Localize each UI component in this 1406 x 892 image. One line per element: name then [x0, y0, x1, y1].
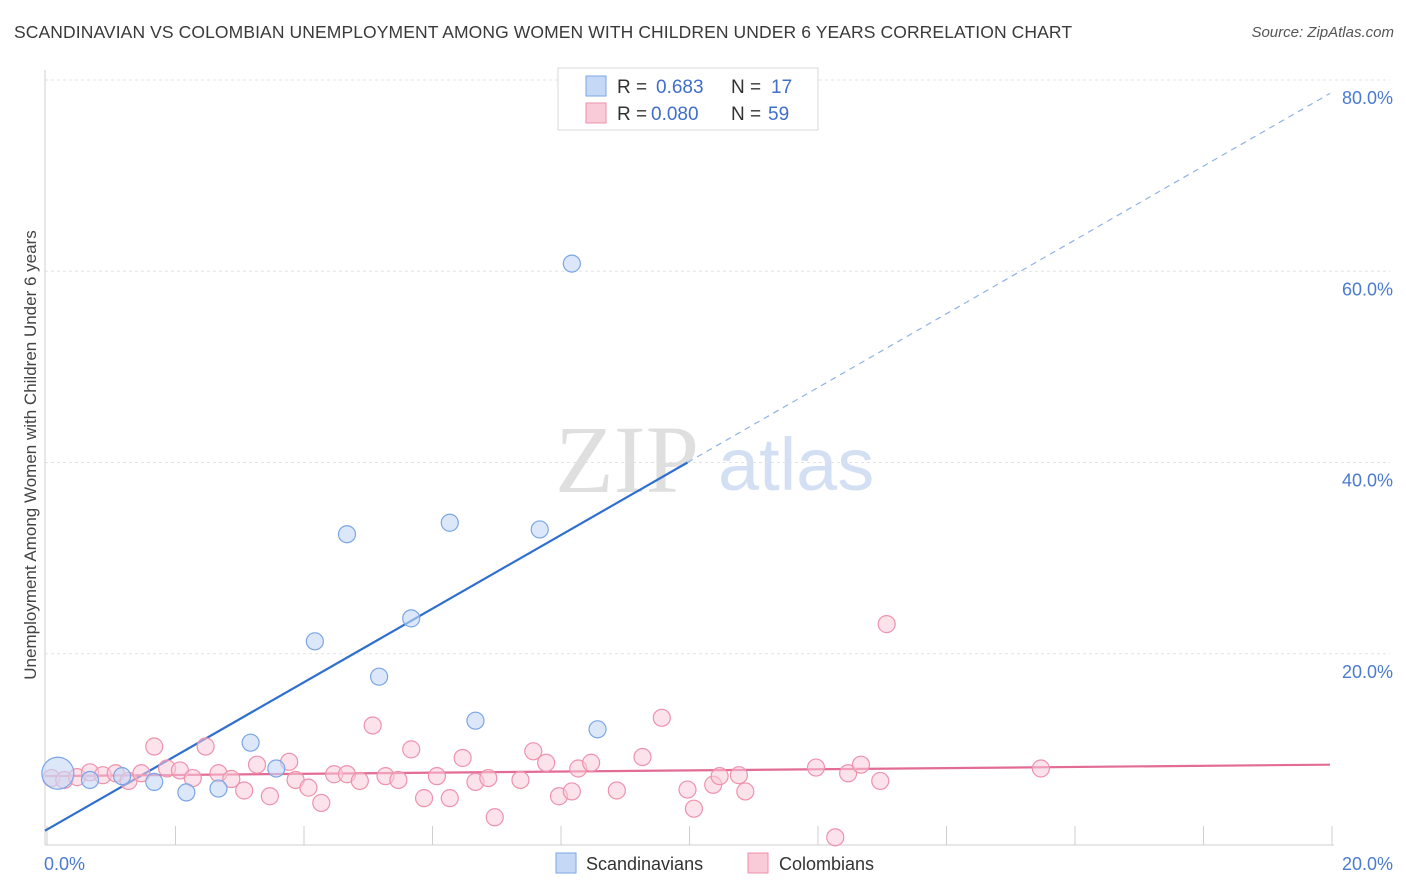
trend-lines	[44, 92, 1331, 832]
scandinavians-point-2	[112, 767, 132, 786]
colombians-point-14	[222, 769, 241, 789]
colombians-point-15	[235, 781, 254, 800]
colombians-point-50	[729, 766, 749, 785]
colombians-point-27	[389, 770, 408, 790]
scandinavians-trend-extension	[687, 92, 1331, 464]
legend-r-value-1: 0.683	[656, 77, 704, 98]
y-tick-labels: 20.0% 40.0% 60.0% 80.0%	[1342, 88, 1393, 682]
scandinavians-point-12	[440, 513, 459, 532]
bottom-legend-swatch-colombians	[747, 852, 769, 874]
colombians-point-57	[877, 615, 896, 634]
grid-lines	[45, 79, 1390, 655]
scandinavians-trend-line	[44, 461, 689, 832]
colombians-point-52	[806, 758, 826, 777]
scandinavians-point-3	[145, 772, 164, 791]
scandinavians-points	[41, 254, 607, 802]
scandinavians-point-1	[80, 770, 100, 790]
x-tick-label-1: 20.0%	[1342, 854, 1393, 874]
scandinavians-point-15	[562, 254, 581, 273]
colombians-trend-line	[44, 763, 1331, 778]
scandinavians-point-14	[530, 520, 549, 539]
colombians-point-47	[684, 799, 704, 818]
y-tick-label-0: 20.0%	[1342, 662, 1393, 682]
colombians-point-49	[710, 767, 729, 786]
colombians-point-29	[414, 789, 434, 808]
legend-n-value-2: 59	[768, 104, 789, 125]
colombians-point-17	[260, 787, 279, 806]
chart-title: SCANDINAVIAN VS COLOMBIAN UNEMPLOYMENT A…	[14, 22, 1073, 42]
colombians-point-21	[312, 793, 331, 813]
scandinavians-point-4	[177, 783, 196, 802]
y-tick-label-1: 40.0%	[1342, 471, 1393, 491]
colombians-point-16	[247, 755, 267, 774]
scandinavians-point-10	[370, 667, 389, 686]
watermark-atlas: atlas	[718, 423, 874, 506]
colombians-point-24	[350, 771, 369, 791]
scandinavians-point-11	[402, 609, 421, 628]
bottom-legend-label-colombians: Colombians	[779, 854, 874, 874]
colombians-point-43	[607, 781, 626, 800]
colombians-point-54	[839, 764, 858, 783]
colombians-point-36	[511, 770, 530, 790]
legend-swatch-scandinavians	[585, 75, 607, 97]
bottom-legend: Scandinavians Colombians	[555, 852, 874, 874]
legend-n-value-1: 17	[771, 77, 792, 98]
colombians-point-37	[524, 742, 543, 761]
colombians-point-31	[440, 789, 459, 808]
colombians-point-58	[1031, 759, 1050, 778]
legend-box: R = 0.683 N = 17 R = 0.080 N = 59	[557, 67, 819, 131]
scandinavians-point-8	[305, 632, 324, 651]
y-axis-label: Unemployment Among Women with Children U…	[21, 230, 40, 679]
legend-swatch-colombians	[585, 102, 607, 124]
scandinavians-point-5	[209, 779, 228, 798]
chart-source: Source: ZipAtlas.com	[1251, 24, 1394, 41]
colombians-point-46	[678, 780, 697, 799]
scandinavians-point-13	[466, 711, 485, 730]
scandinavians-point-9	[337, 525, 357, 544]
colombians-points	[42, 615, 1050, 847]
colombians-point-8	[145, 737, 164, 756]
colombians-point-56	[871, 771, 890, 791]
colombians-point-53	[826, 828, 845, 847]
colombians-point-28	[402, 740, 421, 759]
x-tick-label-0: 0.0%	[44, 854, 85, 874]
legend-n-label-2: N =	[731, 104, 761, 125]
legend-r-value-2: 0.080	[651, 104, 699, 125]
colombians-point-20	[299, 778, 318, 797]
colombians-point-35	[485, 808, 504, 827]
colombians-point-34	[479, 768, 498, 788]
colombians-point-7	[132, 764, 151, 783]
bottom-legend-swatch-scandinavians	[555, 852, 577, 874]
watermark-zip: ZIP	[555, 406, 699, 513]
scandinavians-point-0	[41, 756, 75, 790]
bottom-legend-label-scandinavians: Scandinavians	[586, 854, 703, 874]
legend-n-label-1: N =	[731, 77, 761, 98]
colombians-point-38	[537, 753, 556, 772]
scandinavians-point-7	[267, 759, 286, 778]
x-tick-labels: 0.0% 20.0%	[44, 854, 1393, 874]
scandinavians-point-6	[241, 733, 260, 752]
colombians-point-25	[363, 716, 382, 735]
legend-r-label-1: R =	[617, 77, 647, 98]
scandinavians-point-16	[588, 720, 607, 739]
colombians-point-42	[582, 753, 601, 772]
colombians-point-40	[562, 782, 581, 801]
colombians-point-12	[196, 737, 215, 756]
legend-r-label-2: R =	[617, 104, 647, 125]
y-tick-label-3: 80.0%	[1342, 88, 1393, 108]
colombians-point-51	[736, 782, 755, 801]
colombians-point-32	[453, 748, 472, 768]
colombians-point-55	[851, 755, 871, 774]
colombians-point-44	[633, 747, 652, 767]
colombians-point-45	[652, 708, 671, 727]
colombians-point-30	[427, 767, 447, 786]
y-tick-label-2: 60.0%	[1342, 279, 1393, 299]
